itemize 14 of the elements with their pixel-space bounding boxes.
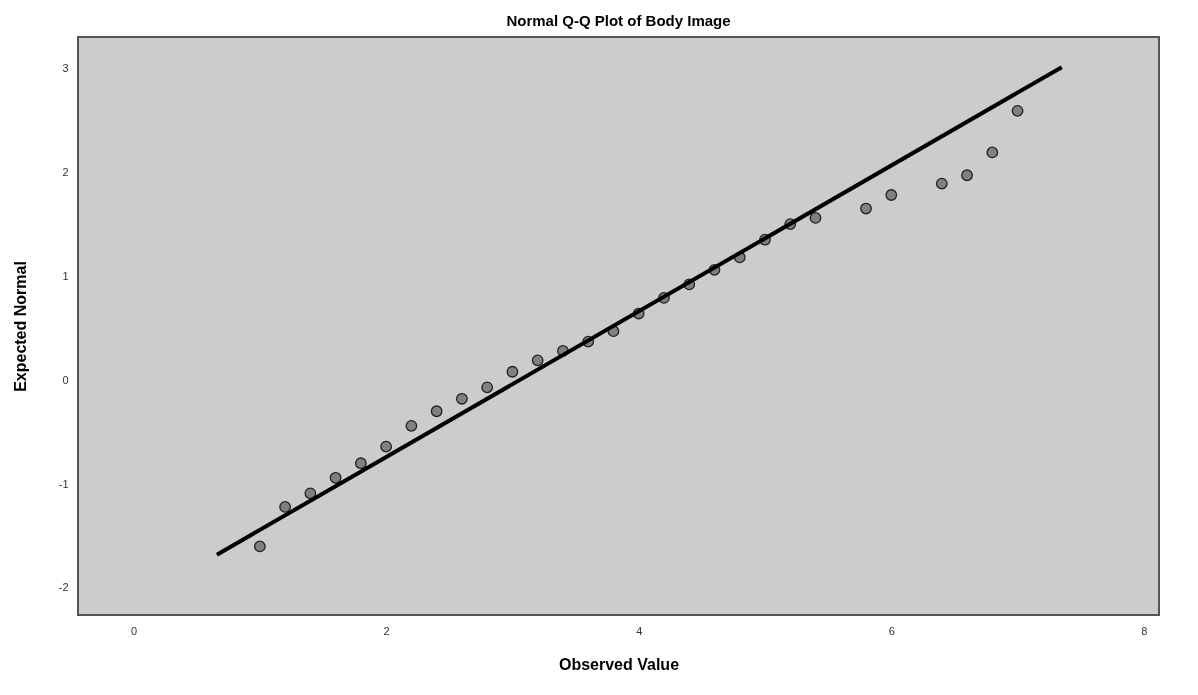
x-axis-title: Observed Value [558,655,680,673]
x-tick-label: 0 [131,624,138,637]
chart-title: Normal Q-Q Plot of Body Image [506,12,731,29]
x-tick-label: 4 [636,624,643,637]
x-tick-label: 8 [1141,624,1148,637]
y-tick-label: 2 [62,165,69,178]
y-tick-label: 0 [62,373,69,386]
y-tick-label: 1 [62,269,69,282]
x-tick-label: 2 [383,624,390,637]
x-tick-label: 6 [888,624,895,637]
y-tick-label: 3 [62,61,69,74]
y-tick-label: -2 [58,581,69,594]
y-tick-label: -1 [58,477,69,490]
y-axis-title: Expected Normal [11,261,29,392]
